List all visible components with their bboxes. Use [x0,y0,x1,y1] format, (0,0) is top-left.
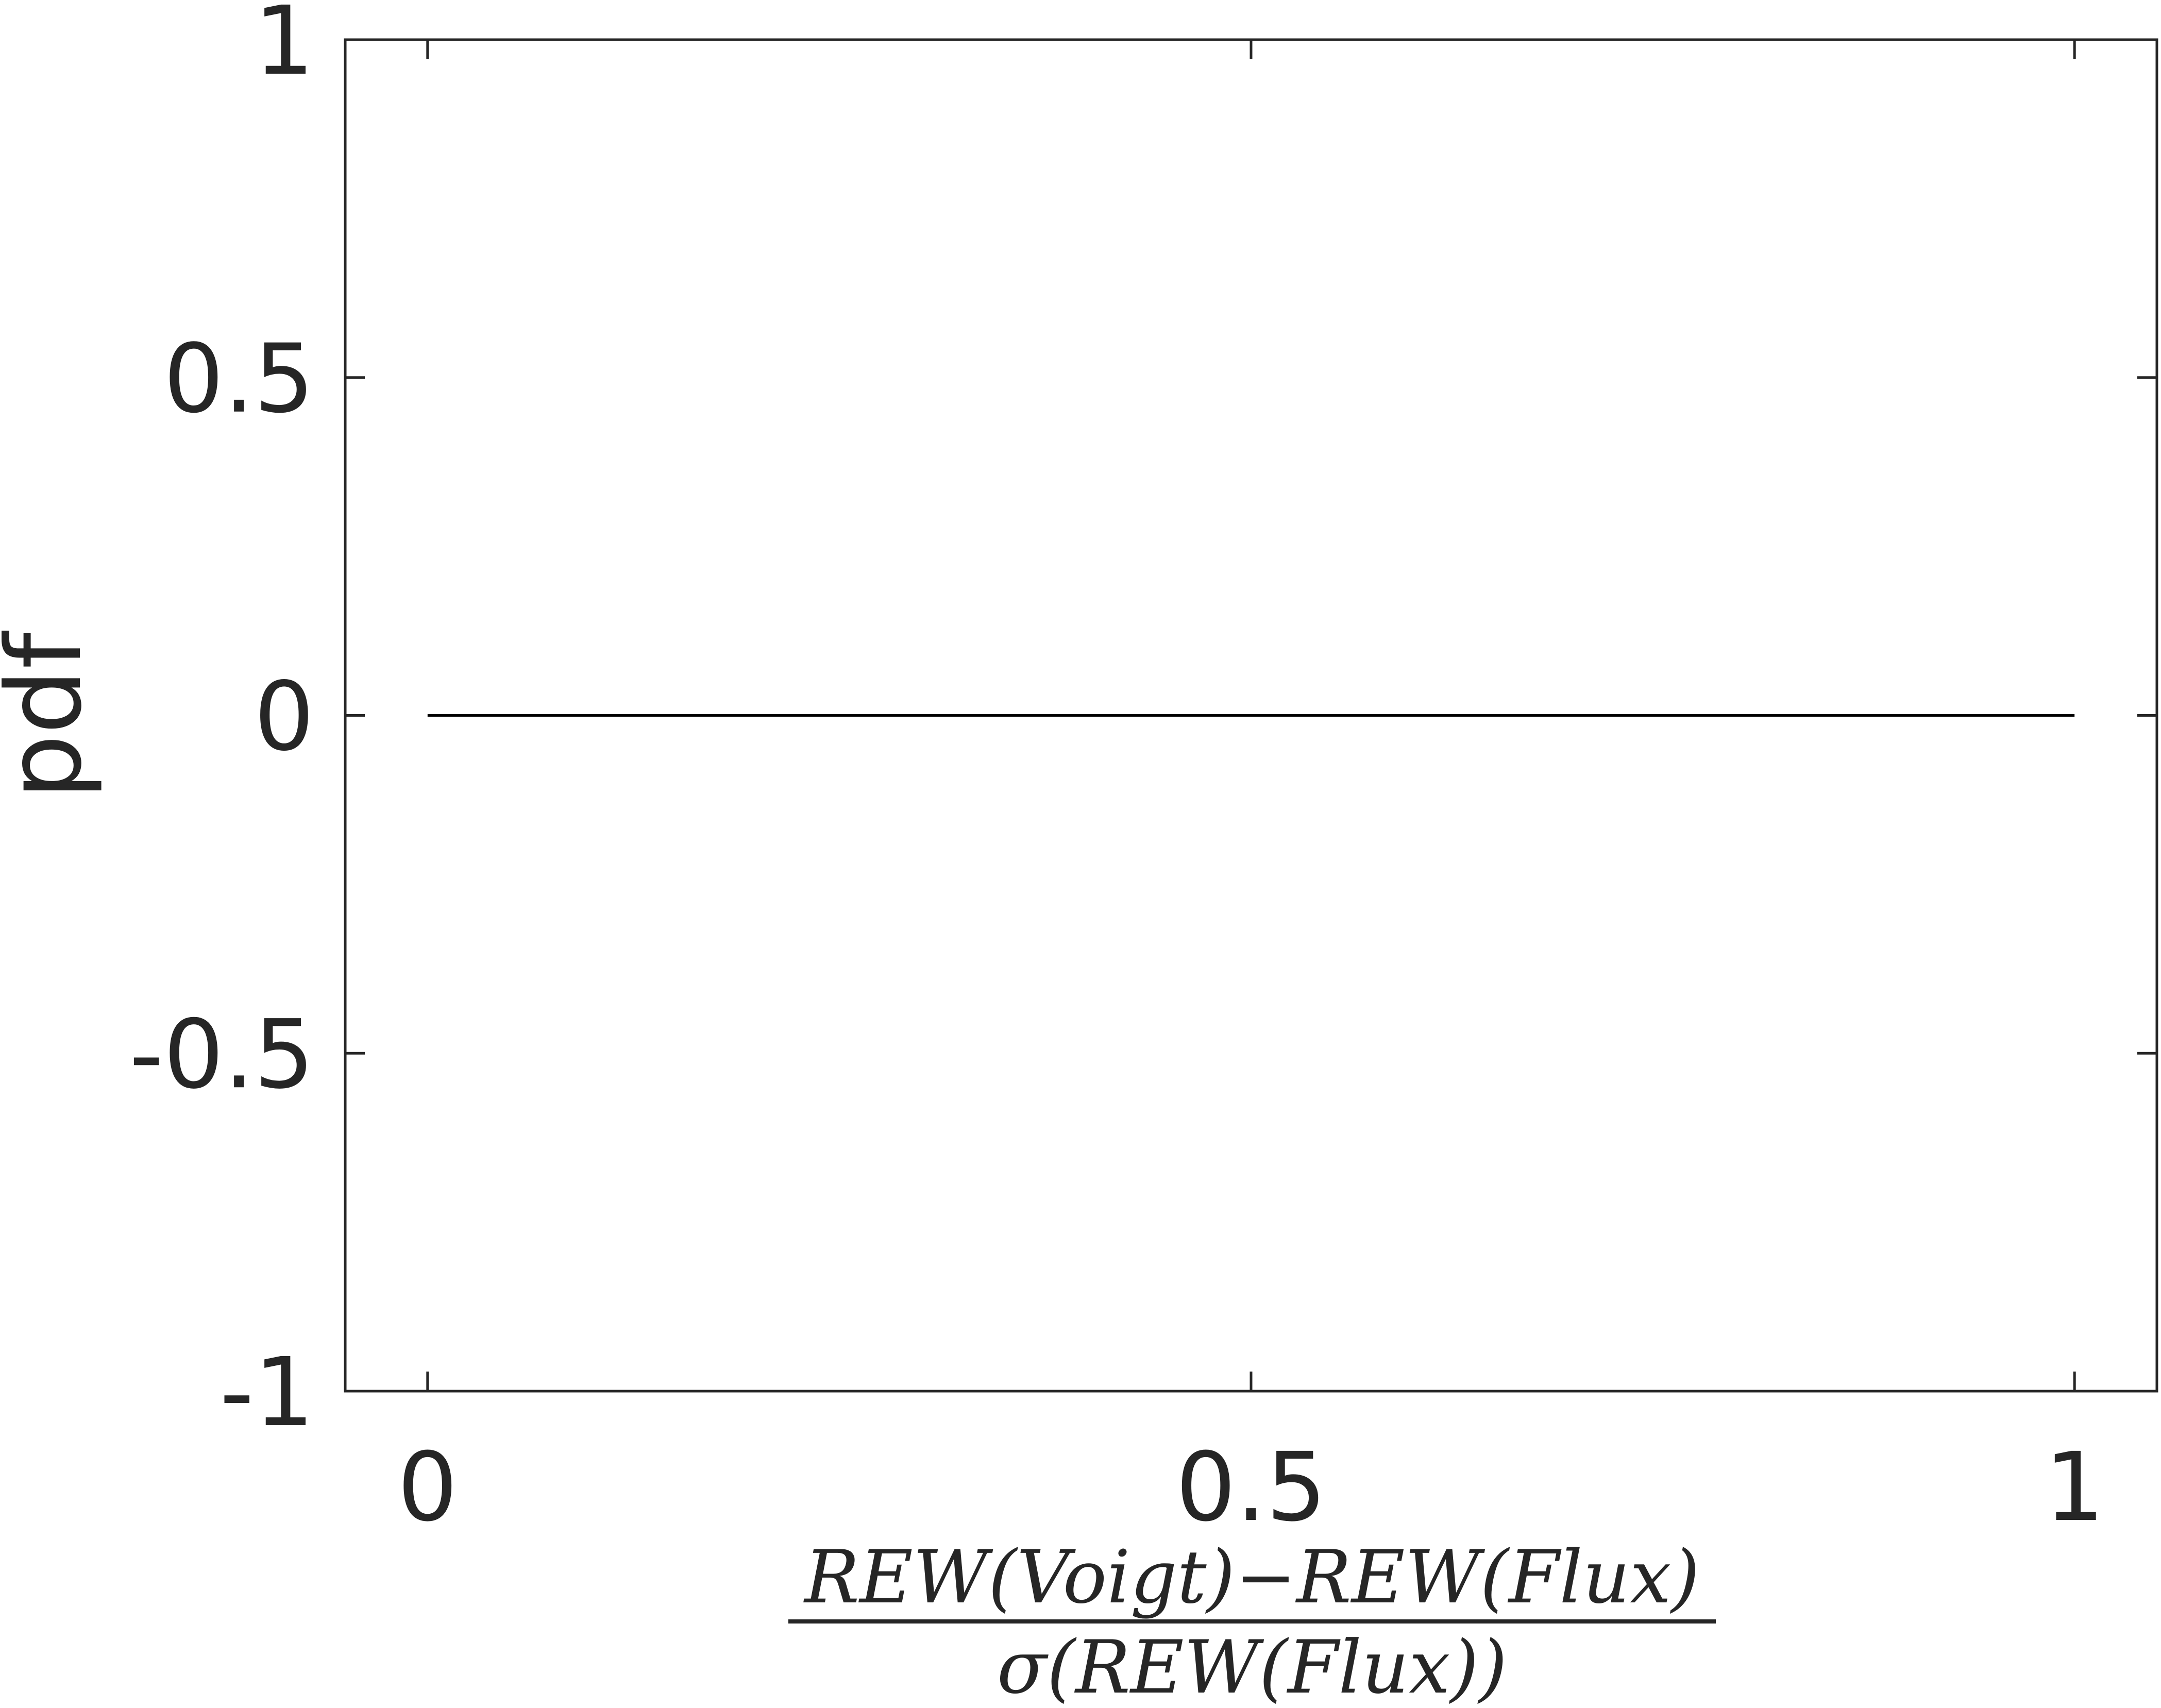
x-tick-label: 0.5 [1176,1432,1327,1543]
y-axis-label: pdf [0,630,105,800]
x-tick-label: 1 [2045,1432,2105,1543]
x-axis-label-denominator: σ(REW(Flux)) [997,1625,1508,1708]
y-tick-label: -0.5 [129,1000,314,1110]
x-tick-label: 0 [397,1432,458,1543]
axis-ticks: 0 0.5 1 -1 -0.5 0 0.5 1 [129,0,2157,1543]
y-tick-label: 1 [254,0,314,96]
y-tick-label: 0.5 [163,324,314,434]
axis-labels: pdf REW(Voigt)−REW(Flux) σ(REW(Flux)) [0,630,1716,1708]
y-tick-label: -1 [220,1338,314,1448]
y-tick-label: 0 [254,662,314,772]
x-axis-label-numerator: REW(Voigt)−REW(Flux) [803,1535,1700,1620]
